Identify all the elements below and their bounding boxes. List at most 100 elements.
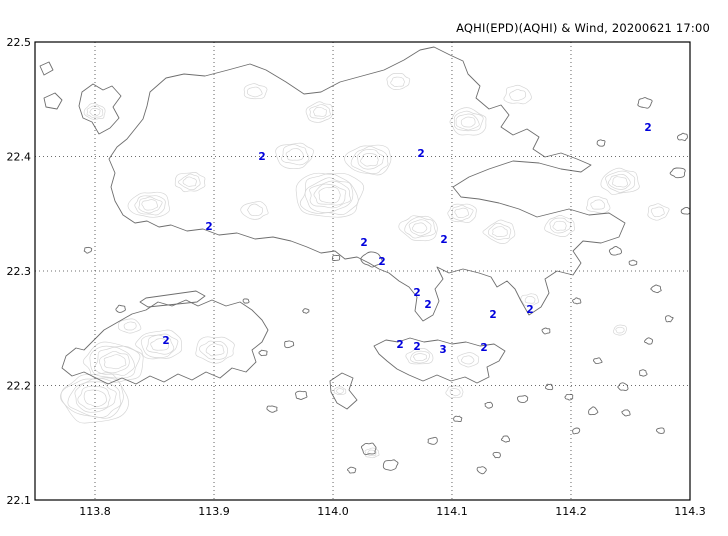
terrain-contour [309,104,331,120]
island-coastline [617,382,629,391]
y-axis-tick-label: 22.2 [7,380,32,393]
terrain-contour [305,101,334,123]
x-axis-tick-label: 113.9 [198,505,230,518]
terrain-contour [411,222,428,234]
terrain-contour [199,340,229,360]
island-coastline [517,395,529,403]
terrain-contour [135,329,183,360]
terrain-contour [304,177,354,213]
y-axis-tick-label: 22.4 [7,151,32,164]
terrain-contour [123,321,137,331]
terrain-contour [295,172,365,218]
island-coastline [628,259,638,266]
x-axis-tick-label: 114.0 [317,505,349,518]
terrain-contour [615,326,625,334]
terrain-contour [103,354,127,370]
island-coastline [476,466,487,475]
terrain-contour [590,199,606,210]
station-aqhi-value: 2 [413,341,420,353]
island-coastline [544,383,554,391]
island-coastline [639,369,648,377]
terrain-contour [460,355,475,365]
terrain-contour [350,146,389,174]
terrain-contour [449,107,487,136]
terrain-contour [313,183,347,206]
coastline [39,61,54,76]
island-coastline [571,427,581,435]
terrain-contour [309,180,352,209]
island-coastline [295,390,308,400]
terrain-contour [86,105,104,118]
island-coastline [669,167,686,179]
terrain-contour [509,89,527,101]
terrain-contour [83,389,107,407]
terrain-contour [240,201,269,220]
station-aqhi-value: 2 [480,342,487,354]
x-axis-tick-label: 114.1 [436,505,468,518]
island-coastline [593,357,603,365]
terrain-contour [524,295,536,304]
x-axis-tick-label: 114.3 [674,505,706,518]
island-coastline [360,251,383,268]
terrain-contour [650,206,665,218]
terrain-contour [247,86,263,98]
terrain-contour [141,199,159,211]
terrain-contour [138,196,163,214]
terrain-contour [118,318,142,334]
island-coastline [564,393,574,401]
terrain-contour [83,102,106,120]
terrain-contour [405,348,434,365]
island-coastline [242,298,250,304]
terrain-contour [503,84,532,105]
island-coastline [427,436,438,445]
island-coastline [331,254,341,261]
station-aqhi-value: 2 [424,299,431,311]
island-coastline [115,304,126,313]
terrain-contour [586,195,611,214]
terrain-contour [408,219,432,237]
island-coastline [302,308,310,314]
island-coastline [655,427,665,435]
terrain-contour [333,386,347,395]
chart-title: AQHI(EPD)(AQHI) & Wind, 20200621 17:00 [456,21,710,35]
terrain-contour [544,215,576,237]
terrain-contour [195,336,235,364]
terrain-contour [99,350,130,374]
terrain-contour [77,385,111,410]
island-coastline [588,406,599,416]
terrain-contour [313,106,327,117]
station-aqhi-value: 2 [489,309,496,321]
coastline [329,372,358,410]
plot-frame [34,41,691,501]
terrain-contour [89,108,101,117]
terrain-contour [449,388,461,397]
terrain-contour [390,76,405,87]
terrain-contour [146,334,175,355]
island-coastline [346,466,357,474]
terrain-contour [611,176,628,188]
island-coastline [382,459,399,471]
terrain-contour [460,116,476,128]
terrain-contour [275,142,314,170]
y-axis-tick-label: 22.5 [7,36,32,49]
terrain-contour [281,144,310,166]
terrain-contour [367,449,377,457]
y-axis-tick-label: 22.3 [7,265,32,278]
terrain-contour [344,144,392,176]
x-axis-tick-label: 114.2 [555,505,587,518]
terrain-contour [613,324,627,336]
terrain-contour [182,176,197,187]
terrain-contour [455,113,480,131]
island-coastline [541,327,551,335]
island-coastline [596,139,606,147]
island-coastline [650,284,662,294]
island-coastline [644,337,654,345]
terrain-contour [447,203,477,223]
station-aqhi-value: 2 [417,148,424,160]
terrain-contour [552,220,567,231]
island-coastline [500,435,510,443]
terrain-contour [285,148,304,161]
terrain-contour [398,215,438,242]
